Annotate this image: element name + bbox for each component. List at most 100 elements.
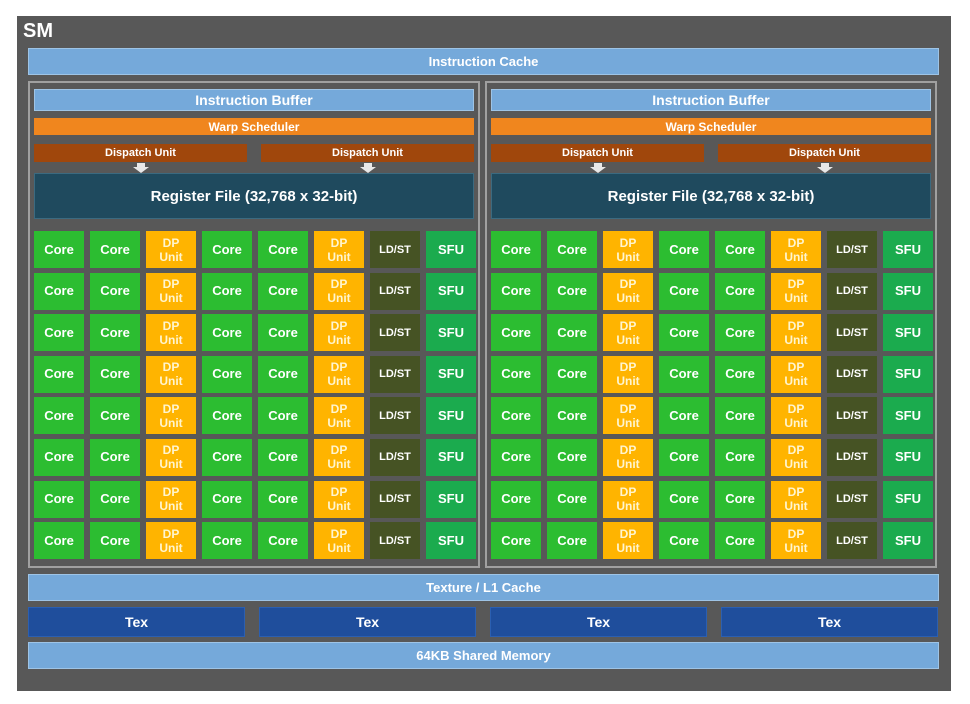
core-unit: Core bbox=[90, 438, 140, 476]
core-unit: Core bbox=[491, 355, 541, 393]
core-unit: Core bbox=[202, 522, 252, 560]
dp-unit-label: Unit bbox=[159, 374, 183, 389]
core-unit: Core bbox=[34, 314, 84, 352]
ldst-unit: LD/ST bbox=[370, 397, 420, 435]
core-unit: Core bbox=[715, 522, 765, 560]
core-unit: Core bbox=[34, 522, 84, 560]
core-unit: Core bbox=[90, 314, 140, 352]
dp-unit-label: DP bbox=[787, 443, 805, 458]
ldst-unit: LD/ST bbox=[827, 397, 877, 435]
core-unit: Core bbox=[659, 231, 709, 268]
tex-unit: Tex bbox=[721, 607, 938, 637]
dp-unit: DP Unit bbox=[771, 272, 821, 310]
dp-unit: DP Unit bbox=[146, 355, 196, 393]
sfu-unit: SFU bbox=[883, 314, 933, 352]
dp-unit-label: DP bbox=[330, 235, 348, 250]
core-unit: Core bbox=[491, 272, 541, 310]
dp-unit: DP Unit bbox=[314, 314, 364, 352]
unit-grid: Core Core DP Unit Core Core DP Unit LD/ST SFU Core… bbox=[491, 231, 933, 560]
dp-unit: DP Unit bbox=[771, 438, 821, 476]
dp-unit: DP Unit bbox=[146, 272, 196, 310]
dp-unit-label: DP bbox=[787, 401, 805, 416]
ldst-unit: LD/ST bbox=[827, 480, 877, 518]
core-unit: Core bbox=[491, 397, 541, 435]
dp-unit-label: DP bbox=[787, 526, 805, 541]
dp-unit-label: DP bbox=[619, 401, 637, 416]
core-unit: Core bbox=[659, 438, 709, 476]
dispatch-unit: Dispatch Unit bbox=[34, 144, 247, 162]
core-unit: Core bbox=[659, 314, 709, 352]
dp-unit-label: DP bbox=[162, 235, 180, 250]
sfu-unit: SFU bbox=[426, 355, 476, 393]
sfu-unit: SFU bbox=[426, 314, 476, 352]
ldst-unit: LD/ST bbox=[827, 272, 877, 310]
dp-unit-label: DP bbox=[619, 235, 637, 250]
dp-unit: DP Unit bbox=[603, 522, 653, 560]
dp-unit-label: Unit bbox=[616, 540, 640, 555]
dispatch-unit: Dispatch Unit bbox=[718, 144, 931, 162]
dp-unit: DP Unit bbox=[771, 231, 821, 268]
dp-unit-label: Unit bbox=[159, 415, 183, 430]
instruction-cache: Instruction Cache bbox=[28, 48, 939, 75]
dp-unit-label: DP bbox=[330, 277, 348, 292]
dp-unit-label: DP bbox=[787, 318, 805, 333]
dp-unit-label: DP bbox=[787, 485, 805, 500]
sfu-unit: SFU bbox=[426, 272, 476, 310]
sfu-unit: SFU bbox=[883, 231, 933, 268]
sfu-unit: SFU bbox=[426, 522, 476, 560]
dp-unit: DP Unit bbox=[146, 438, 196, 476]
ldst-unit: LD/ST bbox=[370, 355, 420, 393]
dp-unit-label: DP bbox=[162, 526, 180, 541]
core-unit: Core bbox=[202, 438, 252, 476]
dp-unit-label: Unit bbox=[784, 332, 808, 347]
ldst-unit: LD/ST bbox=[370, 314, 420, 352]
dp-unit-label: DP bbox=[162, 485, 180, 500]
dp-unit-label: Unit bbox=[616, 291, 640, 306]
core-unit: Core bbox=[491, 522, 541, 560]
dp-unit: DP Unit bbox=[603, 272, 653, 310]
down-arrow-icon bbox=[133, 163, 149, 173]
dp-unit-label: DP bbox=[619, 277, 637, 292]
core-unit: Core bbox=[90, 522, 140, 560]
sfu-unit: SFU bbox=[883, 438, 933, 476]
dp-unit-label: Unit bbox=[327, 374, 351, 389]
core-unit: Core bbox=[34, 355, 84, 393]
core-unit: Core bbox=[547, 314, 597, 352]
dp-unit: DP Unit bbox=[771, 480, 821, 518]
dp-unit-label: Unit bbox=[159, 291, 183, 306]
dp-unit: DP Unit bbox=[146, 314, 196, 352]
core-unit: Core bbox=[547, 480, 597, 518]
ldst-unit: LD/ST bbox=[827, 314, 877, 352]
core-unit: Core bbox=[547, 522, 597, 560]
core-unit: Core bbox=[258, 355, 308, 393]
dp-unit-label: Unit bbox=[784, 415, 808, 430]
core-unit: Core bbox=[34, 397, 84, 435]
register-file: Register File (32,768 x 32-bit) bbox=[491, 173, 931, 219]
dp-unit-label: Unit bbox=[784, 499, 808, 514]
tex-unit: Tex bbox=[490, 607, 707, 637]
core-unit: Core bbox=[34, 480, 84, 518]
dp-unit-label: DP bbox=[787, 235, 805, 250]
ldst-unit: LD/ST bbox=[370, 522, 420, 560]
dp-unit-label: DP bbox=[619, 526, 637, 541]
ldst-unit: LD/ST bbox=[827, 231, 877, 268]
core-unit: Core bbox=[715, 231, 765, 268]
core-unit: Core bbox=[547, 231, 597, 268]
instruction-buffer: Instruction Buffer bbox=[491, 89, 931, 111]
core-unit: Core bbox=[715, 480, 765, 518]
dp-unit-label: Unit bbox=[159, 499, 183, 514]
down-arrow-icon bbox=[360, 163, 376, 173]
core-unit: Core bbox=[491, 314, 541, 352]
core-unit: Core bbox=[659, 272, 709, 310]
dp-unit: DP Unit bbox=[314, 438, 364, 476]
core-unit: Core bbox=[202, 272, 252, 310]
core-unit: Core bbox=[90, 480, 140, 518]
core-unit: Core bbox=[547, 355, 597, 393]
core-unit: Core bbox=[659, 522, 709, 560]
ldst-unit: LD/ST bbox=[370, 438, 420, 476]
dp-unit-label: Unit bbox=[784, 291, 808, 306]
dp-unit: DP Unit bbox=[603, 231, 653, 268]
core-unit: Core bbox=[715, 438, 765, 476]
core-unit: Core bbox=[659, 397, 709, 435]
down-arrow-icon bbox=[817, 163, 833, 173]
